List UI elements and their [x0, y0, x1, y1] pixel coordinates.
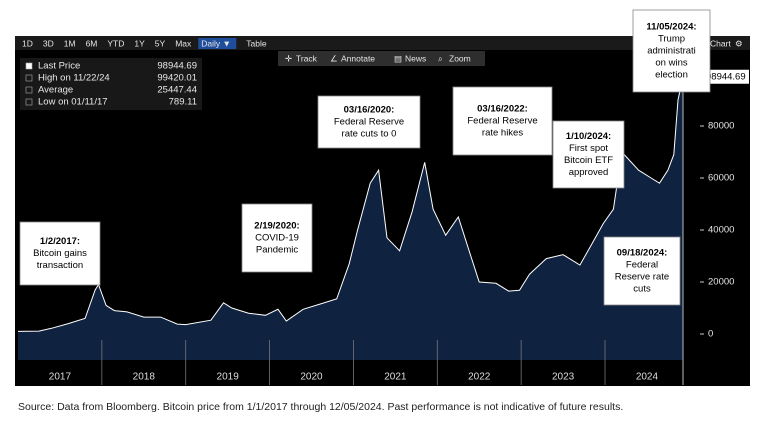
tool-button[interactable]: Annotate	[341, 53, 375, 63]
source-note: Source: Data from Bloomberg. Bitcoin pri…	[18, 401, 623, 413]
legend-label: Last Price	[38, 61, 80, 72]
annotation-text: COVID-19	[255, 233, 299, 244]
y-tick-label: 0	[708, 329, 713, 340]
annotation-date: 09/18/2024:	[617, 248, 668, 259]
range-button[interactable]: 1M	[64, 38, 76, 48]
period-selector-bg	[198, 38, 237, 49]
x-tick-label: 2021	[384, 372, 407, 383]
annotation-box	[452, 86, 553, 156]
legend-value: 789.11	[169, 97, 197, 108]
range-button[interactable]: 5Y	[155, 38, 166, 48]
range-button[interactable]: 3D	[43, 38, 54, 48]
last-price-tag-label: 98944.69	[706, 71, 746, 82]
annotation-date: 2/19/2020:	[254, 221, 299, 232]
chart-button[interactable]: Chart	[710, 38, 731, 48]
annotation-date: 1/10/2024:	[566, 131, 611, 142]
tool-icon: ⌕	[438, 53, 443, 63]
tool-icon: ∠	[330, 53, 338, 63]
x-tick-label: 2024	[636, 372, 659, 383]
annotation-text: Bitcoin gains	[33, 248, 87, 259]
price-area	[18, 76, 683, 360]
legend-swatch	[25, 74, 33, 82]
period-selector[interactable]: Daily ▼	[201, 38, 231, 48]
legend-panel	[20, 58, 202, 110]
y-tick-label: 60000	[708, 173, 734, 184]
tool-bar	[278, 51, 485, 66]
legend-label: High on 11/22/24	[38, 73, 110, 84]
annotation-text: election	[655, 70, 688, 81]
legend-label: Low on 01/11/17	[38, 97, 108, 108]
annotation-date: 03/16/2020:	[344, 105, 395, 116]
x-tick-label: 2019	[217, 372, 240, 383]
annotation-box	[552, 120, 625, 189]
annotation-text: Federal Reserve	[334, 117, 404, 128]
legend-swatch	[25, 98, 33, 106]
range-button[interactable]: YTD	[107, 38, 124, 48]
annotation-box	[603, 236, 681, 306]
tool-icon: ✛	[285, 53, 293, 63]
annotation-text: transaction	[37, 260, 83, 271]
range-button[interactable]: Max	[175, 38, 192, 48]
annotation-box	[19, 221, 101, 286]
annotation-text: administrati	[647, 46, 696, 57]
legend-value: 99420.01	[157, 73, 197, 84]
annotation-text: Trump	[658, 34, 685, 45]
annotation-text: rate hikes	[482, 128, 523, 139]
x-tick-label: 2017	[49, 372, 72, 383]
range-button[interactable]: 6M	[86, 38, 98, 48]
annotation-text: Federal Reserve	[467, 116, 537, 127]
annotation-text: rate cuts to 0	[342, 129, 397, 140]
tool-icon: ▤	[394, 53, 402, 63]
annotation-box	[241, 203, 313, 273]
annotation-text: Bitcoin ETF	[564, 155, 613, 166]
price-line	[17, 76, 684, 332]
annotation-text: Federal	[626, 260, 658, 271]
legend-value: 98944.69	[157, 61, 197, 72]
y-tick-label: 40000	[708, 225, 734, 236]
settings-icon: ⚙	[735, 38, 743, 48]
y-tick-label: 80000	[708, 121, 734, 132]
x-tick-label: 2022	[468, 372, 491, 383]
annotation-text: approved	[569, 167, 609, 178]
annotation-text: cuts	[633, 284, 651, 295]
annotation-text: Reserve rate	[615, 272, 669, 283]
annotation-text: on wins	[655, 58, 687, 69]
x-tick-label: 2018	[133, 372, 156, 383]
annotation-text: First spot	[569, 143, 608, 154]
annotation-text: Pandemic	[256, 245, 298, 256]
annotation-box	[632, 9, 711, 93]
legend-swatch	[25, 62, 33, 70]
legend-value: 25447.44	[157, 85, 197, 96]
range-button[interactable]: 1D	[22, 38, 33, 48]
x-tick-label: 2023	[552, 372, 575, 383]
tool-button[interactable]: Zoom	[449, 53, 471, 63]
annotation-date: 11/05/2024:	[646, 22, 696, 33]
tool-button[interactable]: News	[405, 53, 426, 63]
range-button[interactable]: 1Y	[134, 38, 145, 48]
last-price-tag	[703, 69, 749, 84]
legend-label: Average	[38, 85, 73, 96]
y-tick-label: 20000	[708, 277, 734, 288]
tool-button[interactable]: Track	[296, 53, 318, 63]
legend-swatch	[25, 86, 33, 94]
table-button[interactable]: Table	[246, 38, 267, 48]
annotation-box	[317, 95, 421, 149]
annotation-date: 1/2/2017:	[40, 236, 80, 247]
x-tick-label: 2020	[300, 372, 323, 383]
annotation-date: 03/16/2022:	[477, 104, 528, 115]
